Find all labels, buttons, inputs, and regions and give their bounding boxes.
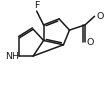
Text: NH: NH <box>5 52 19 61</box>
Text: O: O <box>96 12 104 21</box>
Text: F: F <box>34 1 39 10</box>
Text: O: O <box>87 38 94 47</box>
